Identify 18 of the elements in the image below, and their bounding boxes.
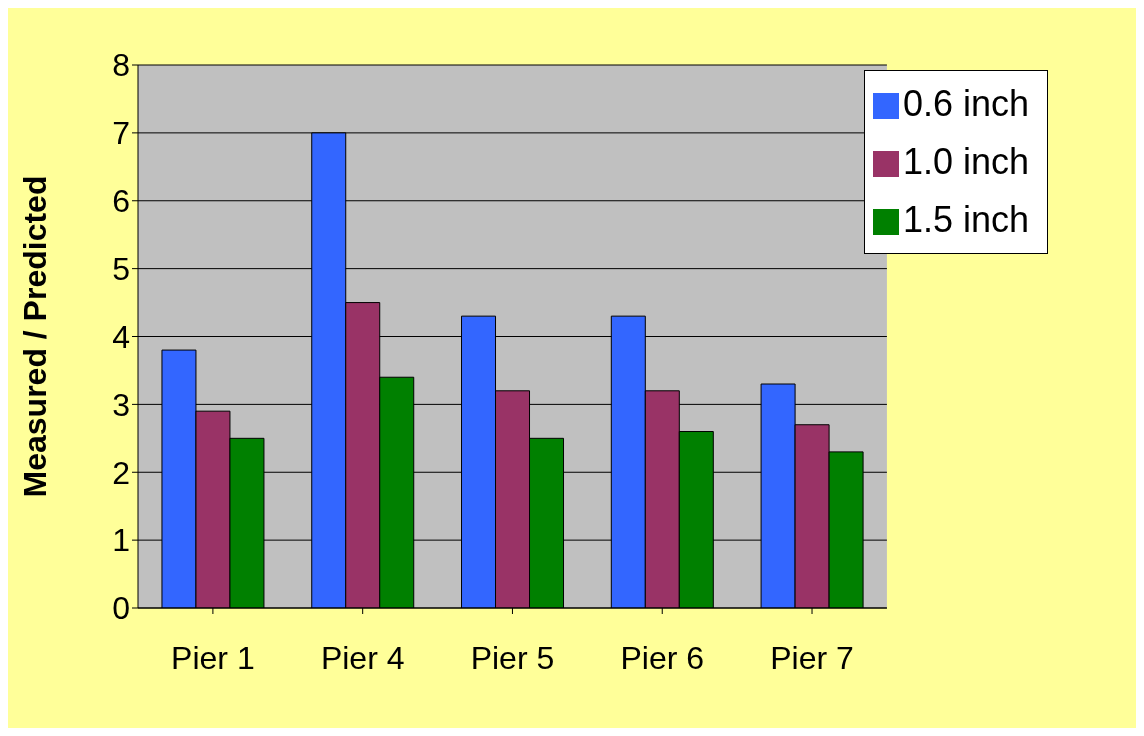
y-tick-label: 5 (112, 250, 130, 287)
y-tick-label: 2 (112, 454, 130, 491)
x-tick-label: Pier 7 (770, 639, 854, 676)
y-tick-label: 4 (112, 318, 130, 355)
y-tick-label: 8 (112, 47, 130, 84)
y-tick-label: 0 (112, 590, 130, 627)
legend-label: 1.5 inch (902, 199, 1029, 240)
x-tick-label: Pier 1 (171, 639, 255, 676)
y-axis-title: Measured / Predicted (17, 175, 54, 498)
y-tick-label: 1 (112, 522, 130, 559)
y-tick-label: 6 (112, 183, 130, 220)
legend-label: 1.0 inch (902, 141, 1029, 182)
y-tick-label: 3 (112, 386, 130, 423)
x-tick-label: Pier 6 (620, 639, 705, 676)
legend-label: 0.6 inch (902, 83, 1029, 124)
x-tick-label: Pier 5 (470, 639, 555, 676)
y-tick-label: 7 (112, 115, 130, 152)
x-tick-label: Pier 4 (320, 639, 405, 676)
